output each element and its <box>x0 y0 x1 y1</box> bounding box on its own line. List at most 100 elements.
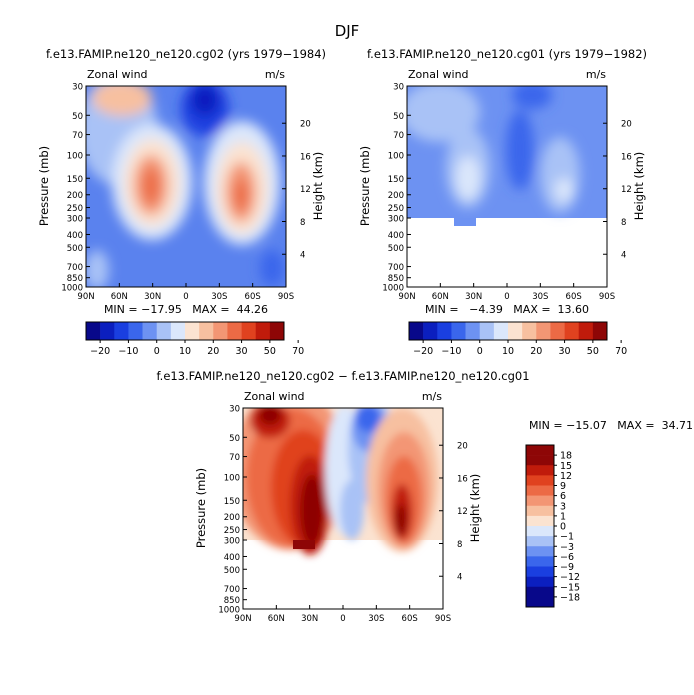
y-tick-label: 100 <box>224 474 240 484</box>
colorbar-label: 50 <box>264 346 276 357</box>
colorbar-swatch <box>526 546 554 557</box>
y-tick-label: 400 <box>388 231 404 241</box>
panel-2-units: m/s <box>586 68 606 81</box>
y-tick-label: 30 <box>393 83 404 93</box>
height-tick-label: 16 <box>300 152 311 162</box>
colorbar-swatch <box>522 322 537 340</box>
panel-2-ylabel: Pressure (mb) <box>358 146 372 226</box>
y-tick-label: 30 <box>72 83 83 93</box>
y-tick-label: 50 <box>229 434 240 444</box>
panel-3-units: m/s <box>422 390 442 403</box>
panel-1-ylabel: Pressure (mb) <box>37 146 51 226</box>
x-tick-label: 60N <box>432 292 449 302</box>
colorbar-label: 0 <box>560 522 566 533</box>
panel-2-colorbar: −20 −10 0 10 20 30 50 70 <box>408 321 627 357</box>
height-tick-label: 20 <box>300 120 311 130</box>
y-tick-label: 300 <box>224 536 240 546</box>
colorbar-label: 15 <box>560 461 572 472</box>
panel-1-ylabel-right: Height (km) <box>311 152 325 221</box>
x-tick-label: 90S <box>435 614 451 624</box>
y-tick-label: 1000 <box>382 284 404 294</box>
panel-3-ylabel-right: Height (km) <box>468 474 482 543</box>
x-tick-label: 60S <box>566 292 582 302</box>
panel-2: f.e13.FAMIP.ne120_ne120.cg01 (yrs 1979−1… <box>358 47 647 357</box>
height-tick-label: 12 <box>457 507 468 517</box>
height-tick-label: 8 <box>621 218 626 228</box>
colorbar-label: 0 <box>477 346 483 357</box>
panel-2-left-label: Zonal wind <box>408 68 469 81</box>
x-tick-label: 30N <box>301 614 318 624</box>
y-tick-label: 500 <box>388 244 404 254</box>
colorbar-label: 30 <box>559 346 571 357</box>
y-tick-label: 700 <box>388 263 404 273</box>
colorbar-swatch <box>451 322 466 340</box>
y-tick-label: 30 <box>229 405 240 415</box>
colorbar-swatch <box>526 485 554 496</box>
y-tick-label: 70 <box>229 453 240 463</box>
panel-1-colorbar: −20 −10 0 10 20 30 50 70 <box>85 321 304 357</box>
colorbar-swatch <box>526 445 554 456</box>
y-tick-label: 300 <box>67 214 83 224</box>
colorbar-swatch <box>437 322 452 340</box>
colorbar-swatch <box>526 596 554 608</box>
colorbar-swatch <box>423 322 438 340</box>
colorbar-swatch <box>578 322 594 340</box>
colorbar-swatch <box>550 322 565 340</box>
height-tick-label: 4 <box>457 573 462 583</box>
x-tick-label: 0 <box>183 292 188 302</box>
colorbar-label: −10 <box>118 346 138 357</box>
y-tick-label: 250 <box>224 526 240 536</box>
colorbar-label: −12 <box>560 572 580 583</box>
colorbar-label: 20 <box>207 346 219 357</box>
panel-2-ylabel-right: Height (km) <box>632 152 646 221</box>
x-tick-label: 0 <box>504 292 509 302</box>
y-tick-label: 850 <box>67 274 83 284</box>
y-tick-label: 1000 <box>218 606 240 616</box>
panel-1-contours <box>86 86 286 287</box>
colorbar-swatch <box>409 322 424 340</box>
colorbar-label: −20 <box>413 346 433 357</box>
height-tick-label: 20 <box>457 442 468 452</box>
x-tick-label: 30S <box>211 292 227 302</box>
colorbar-swatch <box>128 322 143 340</box>
height-tick-label: 12 <box>621 185 632 195</box>
colorbar-label: 10 <box>179 346 191 357</box>
colorbar-label: −1 <box>560 532 574 543</box>
panel-3-x-axis: 90N 60N 30N 0 30S 60S 90S <box>234 605 451 624</box>
colorbar-swatch <box>185 322 200 340</box>
colorbar-swatch <box>564 322 580 340</box>
colorbar-swatch <box>269 322 285 340</box>
colorbar-label: 1 <box>560 511 566 522</box>
colorbar-swatch <box>526 455 554 466</box>
panel-3-ylabel: Pressure (mb) <box>194 468 208 548</box>
panel-2-x-axis: 90N 60N 30N 0 30S 60S 90S <box>398 283 615 302</box>
figure-title: DJF <box>335 22 360 40</box>
colorbar-swatch <box>526 475 554 486</box>
colorbar-swatch <box>526 576 554 588</box>
colorbar-swatch <box>526 505 554 517</box>
y-tick-label: 200 <box>67 191 83 201</box>
colorbar-label: −10 <box>441 346 461 357</box>
colorbar-swatch <box>255 322 271 340</box>
colorbar-label: 50 <box>587 346 599 357</box>
panel-1-title: f.e13.FAMIP.ne120_ne120.cg02 (yrs 1979−1… <box>46 47 326 61</box>
panel-1-height-axis: 20 16 12 8 4 <box>282 120 311 261</box>
x-tick-label: 90S <box>278 292 294 302</box>
panel-2-height-axis: 20 16 12 8 4 <box>603 120 632 261</box>
colorbar-label: −15 <box>560 582 580 593</box>
panel-3-stats: MIN = −15.07 MAX = 34.71 <box>529 419 693 432</box>
colorbar-label: 70 <box>292 346 304 357</box>
colorbar-label: 0 <box>154 346 160 357</box>
y-tick-label: 100 <box>388 152 404 162</box>
x-tick-label: 90N <box>234 614 251 624</box>
colorbar-swatch <box>227 322 242 340</box>
y-tick-label: 250 <box>67 204 83 214</box>
panel-2-stats: MIN = −4.39 MAX = 13.60 <box>425 303 589 316</box>
panel-3: f.e13.FAMIP.ne120_ne120.cg02 − f.e13.FAM… <box>156 369 693 624</box>
colorbar-swatch <box>213 322 228 340</box>
colorbar-swatch <box>114 322 129 340</box>
y-tick-label: 1000 <box>61 284 83 294</box>
y-tick-label: 850 <box>388 274 404 284</box>
colorbar-label: −20 <box>90 346 110 357</box>
